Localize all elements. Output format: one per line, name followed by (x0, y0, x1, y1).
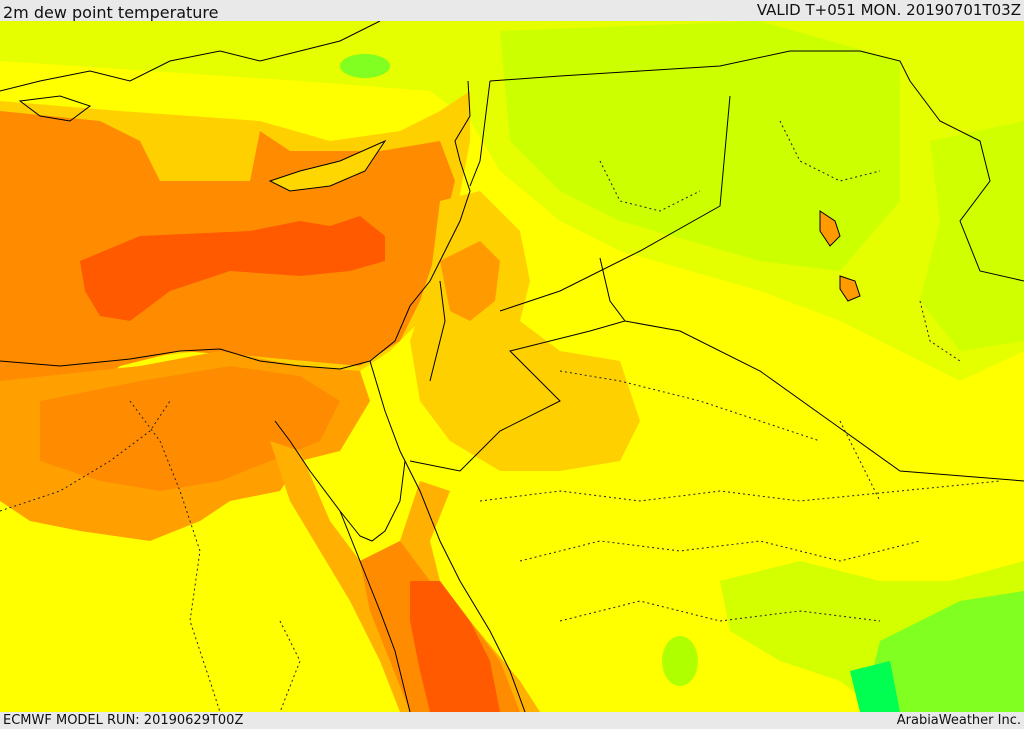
field-bright-green (850, 661, 900, 712)
coastline-med (0, 80, 471, 370)
field-green-blob (340, 54, 390, 78)
border-iraq-saudi (624, 320, 1024, 482)
map-canvas (0, 21, 1024, 712)
border-syria-iraq (499, 95, 731, 312)
field-lime (500, 21, 900, 271)
border-turkey-syria (489, 50, 1024, 282)
valid-time: VALID T+051 MON. 20190701T03Z (756, 1, 1021, 19)
cyprus-outline (268, 139, 387, 192)
field-lime-spot (662, 636, 698, 686)
coastline-redsea-east (404, 460, 526, 712)
field-green-arabia (870, 591, 1024, 712)
coastline-suez (274, 360, 406, 542)
footer-bar: ECMWF MODEL RUN: 20190629T00Z ArabiaWeat… (0, 712, 1024, 729)
coastline-redsea-west (339, 510, 411, 712)
field-orange-egypt-core (40, 366, 340, 491)
coastline-turkey (0, 21, 381, 92)
crete-outline (18, 95, 92, 122)
map-title: 2m dew point temperature (3, 3, 219, 22)
field-dark-orange-med (80, 216, 385, 321)
border-syria-west (469, 80, 491, 187)
border-israel (429, 280, 446, 382)
header-bar: 2m dew point temperature VALID T+051 MON… (0, 0, 1024, 22)
admin-boundaries (0, 120, 1001, 712)
field-lime-east (920, 121, 1024, 351)
lake-outline (819, 210, 841, 247)
credit: ArabiaWeather Inc. (896, 713, 1021, 728)
lake-outline-2 (839, 275, 861, 302)
field-dark-orange-redsea (410, 581, 500, 712)
dew-point-map[interactable] (0, 21, 1024, 712)
border-jordan (409, 257, 626, 472)
model-run: ECMWF MODEL RUN: 20190629T00Z (3, 713, 244, 728)
field-orange-levant (440, 241, 500, 321)
